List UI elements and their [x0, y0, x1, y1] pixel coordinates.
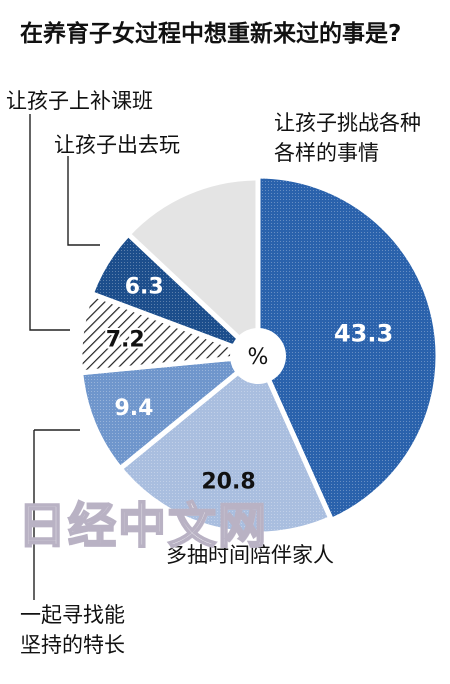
leader-line-play	[67, 156, 100, 246]
value-label-family-time: 20.8	[201, 470, 255, 495]
category-label-try-things: 让孩子挑战各种 各样的事情	[274, 111, 421, 165]
pie-slice-texture	[80, 356, 258, 469]
pie-slice-texture	[258, 176, 438, 521]
value-label-tutoring: 7.2	[106, 327, 145, 352]
category-label-family-time: 多抽时间陪伴家人	[166, 543, 334, 567]
watermark: 日经中文网	[17, 497, 269, 555]
value-label-play: 6.3	[125, 274, 164, 299]
value-label-try-things: 43.3	[334, 319, 393, 347]
pie-slice-texture	[120, 356, 331, 534]
unit-label: %	[248, 345, 269, 370]
center-hole	[230, 328, 286, 384]
category-label-tutoring: 让孩子上补课班	[6, 89, 153, 113]
leader-line-tutoring	[29, 114, 70, 331]
chart-title: 在养育子女过程中想重新来过的事是?	[20, 21, 402, 47]
pie-slice-other	[125, 175, 261, 359]
value-label-talent: 9.4	[115, 396, 154, 421]
category-label-play: 让孩子出去玩	[54, 133, 180, 157]
category-label-talent: 一起寻找能 坚持的特长	[20, 603, 125, 657]
pie-slice-texture	[91, 234, 258, 356]
